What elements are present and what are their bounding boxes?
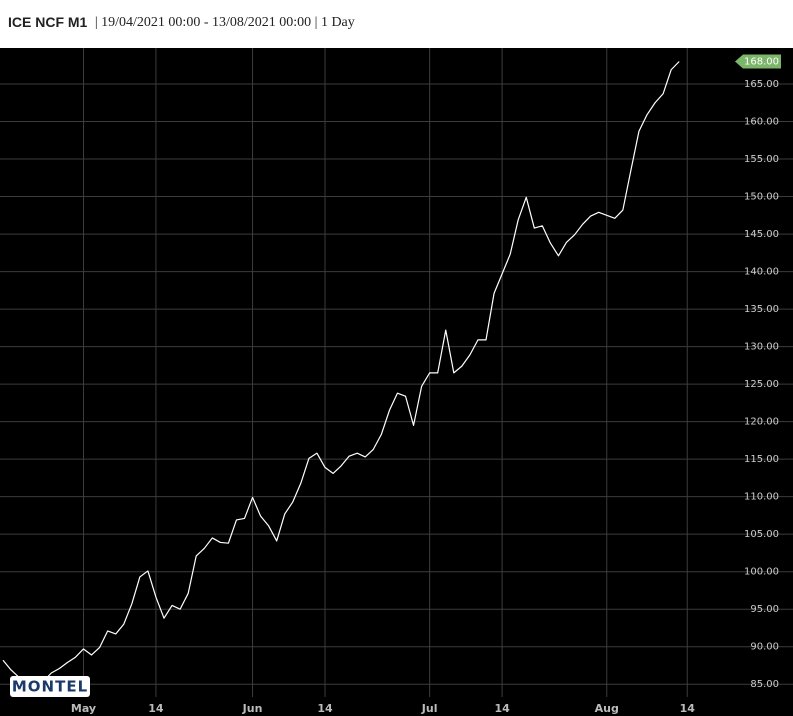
chart-subtitle: | 19/04/2021 00:00 - 13/08/2021 00:00 | … bbox=[95, 15, 355, 30]
last-value-tag bbox=[735, 54, 781, 69]
y-tick-label: 135.00 bbox=[744, 304, 779, 315]
y-tick-label: 130.00 bbox=[744, 342, 779, 353]
price-line bbox=[2, 61, 680, 685]
plot-background bbox=[0, 48, 793, 716]
x-tick-label: Jun bbox=[242, 702, 263, 715]
y-tick-label: 155.00 bbox=[744, 154, 779, 165]
marks: 168.00 bbox=[2, 54, 781, 685]
y-tick-label: 85.00 bbox=[750, 679, 779, 690]
y-tick-label: 160.00 bbox=[744, 117, 779, 128]
logo-box bbox=[10, 676, 90, 697]
y-tick-label: 125.00 bbox=[744, 379, 779, 390]
x-tick-label: 14 bbox=[148, 702, 164, 715]
x-tick-label: 14 bbox=[680, 702, 696, 715]
x-tick-label: May bbox=[71, 702, 96, 715]
y-tick-label: 140.00 bbox=[744, 267, 779, 278]
grid: 85.00 90.00 95.00 100.00 105.00 110.00 115.00 1… bbox=[0, 48, 793, 715]
last-value-label: 168.00 bbox=[744, 57, 779, 68]
y-tick-label: 90.00 bbox=[750, 642, 779, 653]
logo: MONTEL bbox=[10, 676, 90, 697]
x-tick-label: Jul bbox=[421, 702, 438, 715]
y-tick-label: 105.00 bbox=[744, 529, 779, 540]
chart-title: ICE NCF M1 bbox=[8, 14, 88, 30]
y-tick-label: 110.00 bbox=[744, 492, 779, 503]
chart-header: ICE NCF M1 | 19/04/2021 00:00 - 13/08/20… bbox=[8, 14, 355, 31]
y-tick-label: 165.00 bbox=[744, 79, 779, 90]
y-tick-label: 150.00 bbox=[744, 192, 779, 203]
x-tick-label: 14 bbox=[317, 702, 333, 715]
y-tick-label: 95.00 bbox=[750, 604, 779, 615]
header-background bbox=[0, 0, 793, 48]
y-tick-label: 145.00 bbox=[744, 229, 779, 240]
y-tick-label: 120.00 bbox=[744, 417, 779, 428]
y-tick-label: 100.00 bbox=[744, 567, 779, 578]
logo-text: MONTEL bbox=[12, 678, 88, 696]
y-tick-label: 115.00 bbox=[744, 454, 779, 465]
x-tick-label: Aug bbox=[595, 702, 619, 715]
x-tick-label: 14 bbox=[494, 702, 510, 715]
